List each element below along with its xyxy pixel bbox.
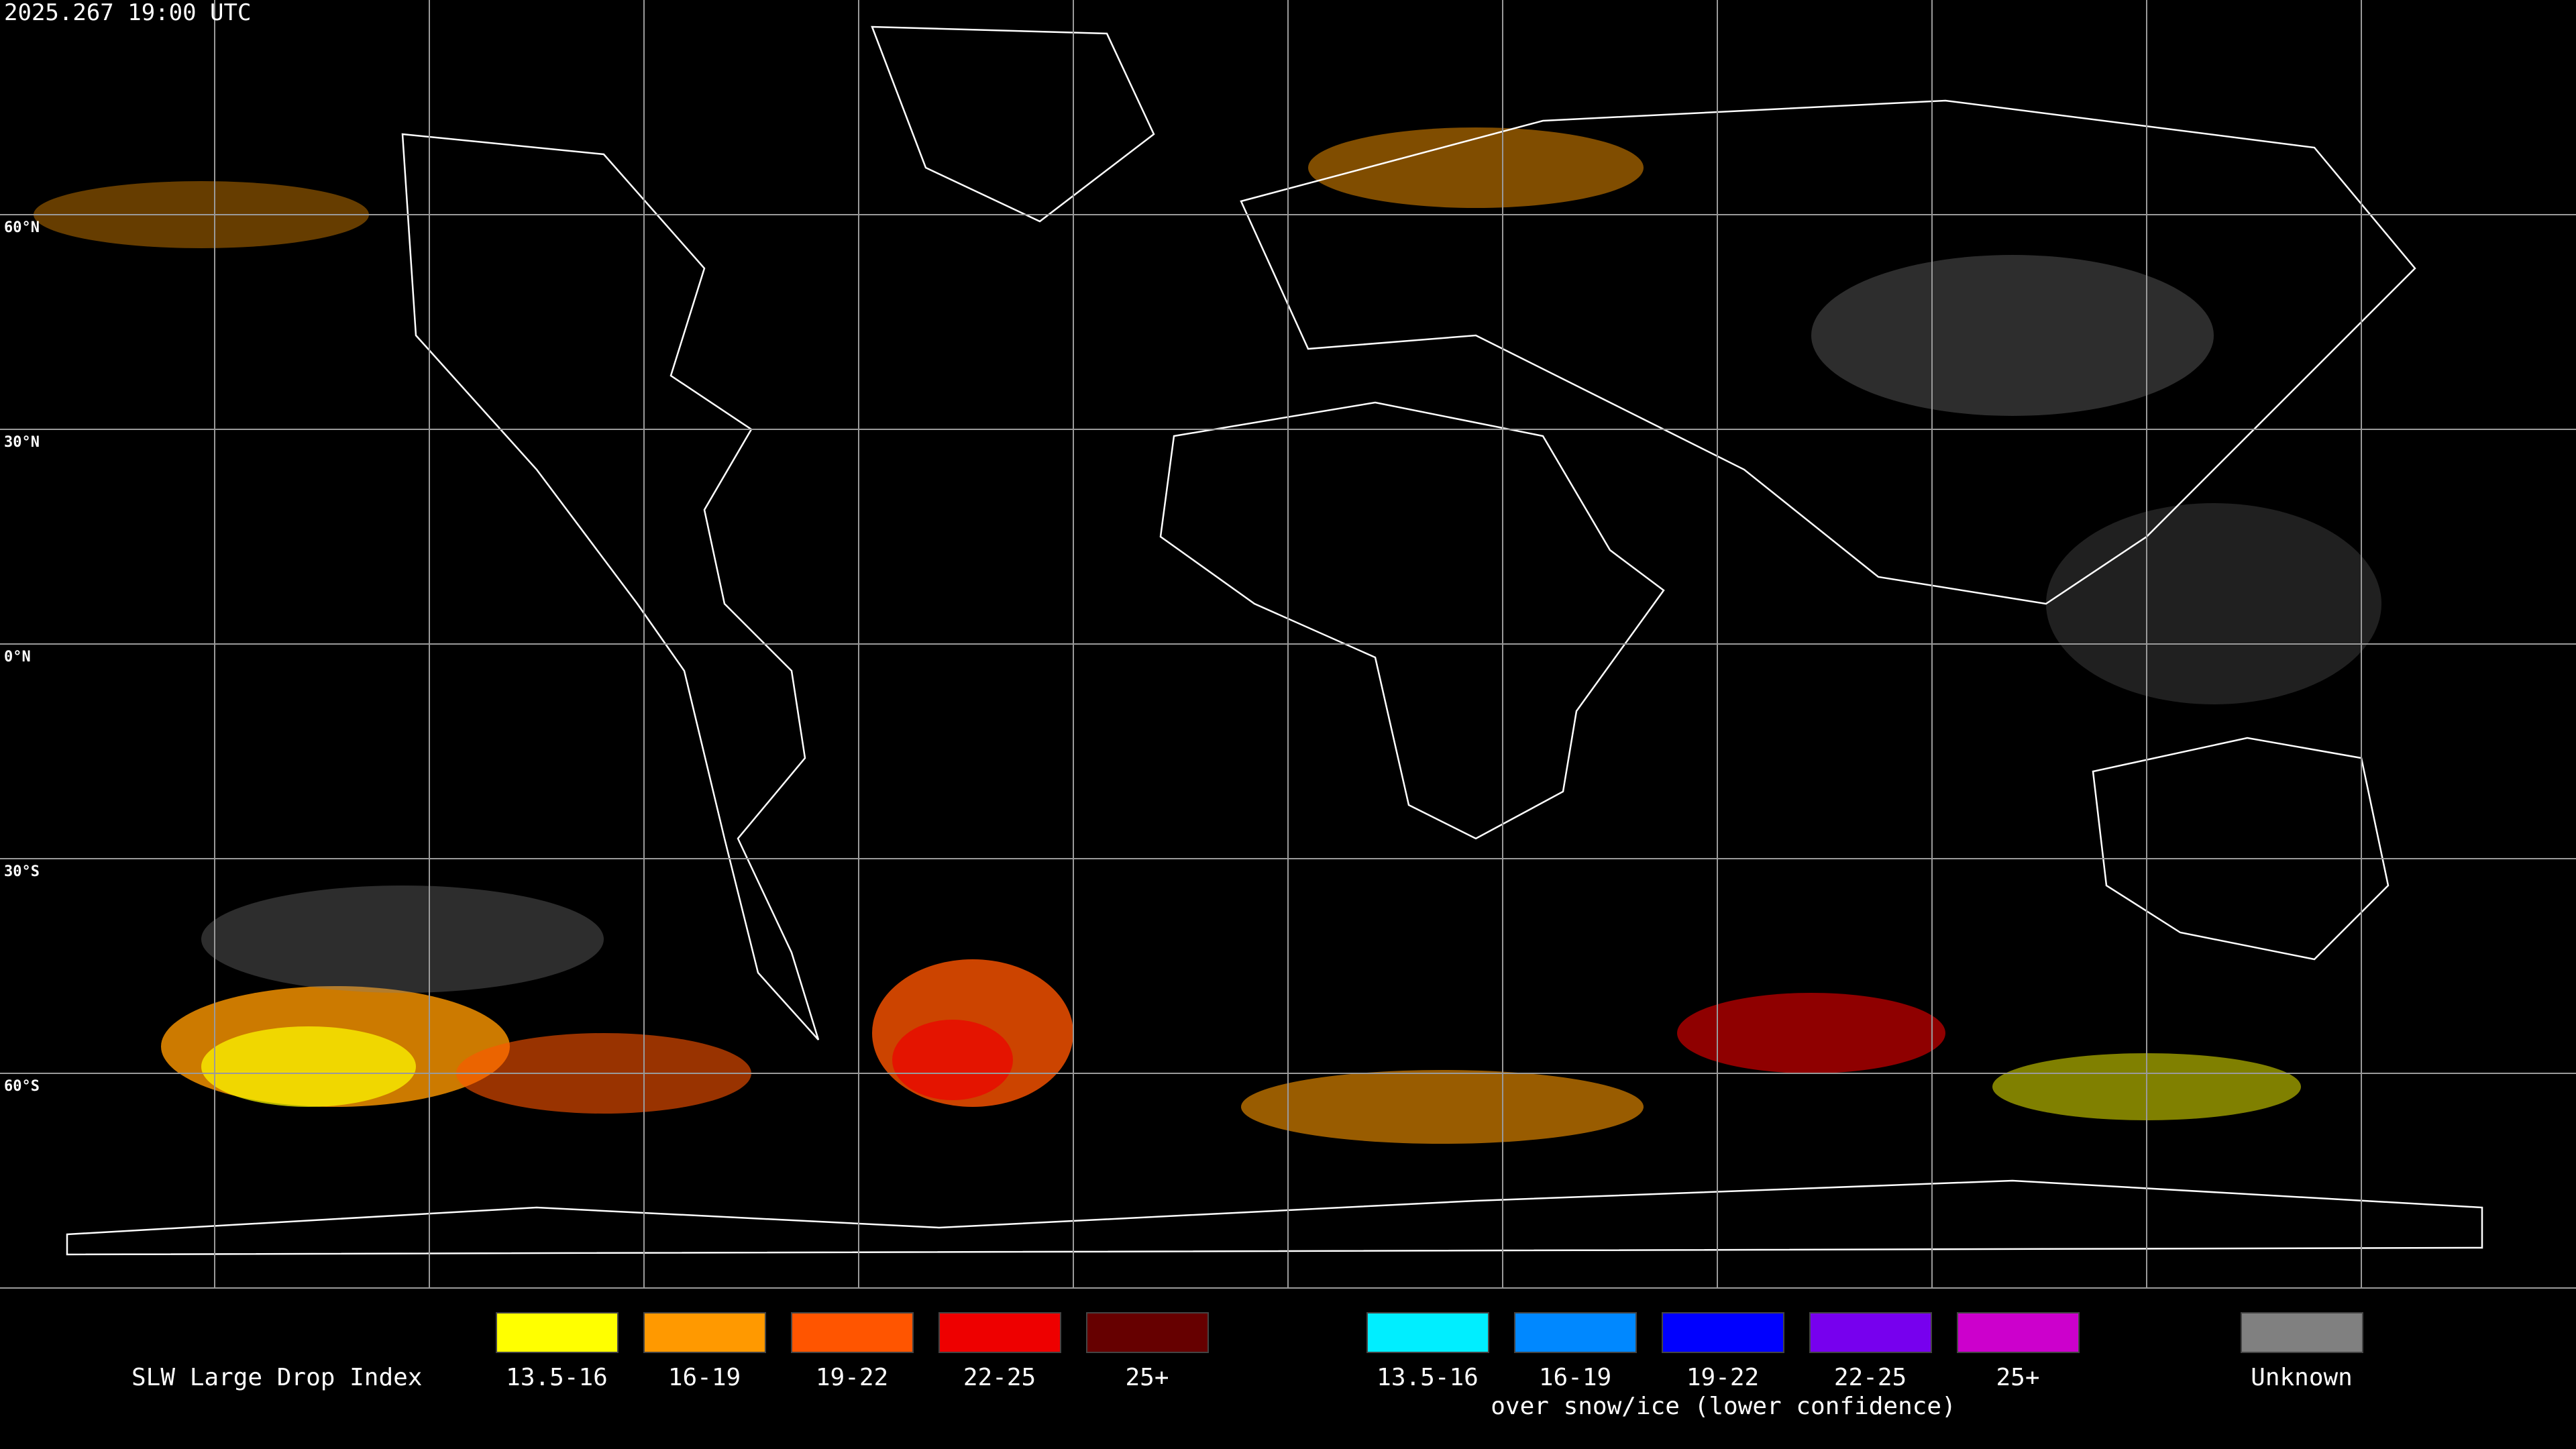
legend-label: 16-19 (1539, 1364, 1611, 1391)
legend-label: 16-19 (668, 1364, 741, 1391)
coastlines (66, 25, 2483, 1256)
timestamp: 2025.267 19:00 UTC (4, 0, 251, 26)
graticule: 60°N 30°N 0°N 30°S 60°S (0, 0, 2576, 1288)
legend-label: 22-25 (1834, 1364, 1907, 1391)
legend-swatch (1514, 1312, 1637, 1353)
cloud-field (34, 127, 2381, 1144)
legend-swatch (1366, 1312, 1489, 1353)
legend-label: Unknown (2251, 1364, 2353, 1391)
legend-swatch (496, 1312, 619, 1353)
latitude-label: 30°N (4, 434, 40, 451)
legend-label: 22-25 (963, 1364, 1036, 1391)
legend-swatch (1809, 1312, 1932, 1353)
latitude-label: 30°S (4, 863, 40, 880)
legend-label: 25+ (1996, 1364, 2039, 1391)
legend-label: 19-22 (816, 1364, 888, 1391)
legend-swatch (2241, 1312, 2363, 1353)
legend-swatch (1957, 1312, 2080, 1353)
legend: 13.5-16 16-19 19-22 22-25 25+ 13.5-16 16-19 19-… (496, 1312, 2363, 1391)
legend-label: 25+ (1125, 1364, 1169, 1391)
legend-swatch (1662, 1312, 1784, 1353)
legend-label: 13.5-16 (1377, 1364, 1479, 1391)
legend-swatch (791, 1312, 914, 1353)
legend-swatch (1086, 1312, 1209, 1353)
legend-swatch (643, 1312, 766, 1353)
latitude-label: 0°N (4, 649, 31, 665)
latitude-label: 60°S (4, 1078, 40, 1095)
latitude-label: 60°N (4, 219, 40, 236)
legend-swatch (938, 1312, 1061, 1353)
legend-title: SLW Large Drop Index (131, 1364, 422, 1391)
legend-label: 19-22 (1686, 1364, 1759, 1391)
snow-ice-note: over snow/ice (lower confidence) (1491, 1393, 1956, 1420)
legend-label: 13.5-16 (506, 1364, 608, 1391)
